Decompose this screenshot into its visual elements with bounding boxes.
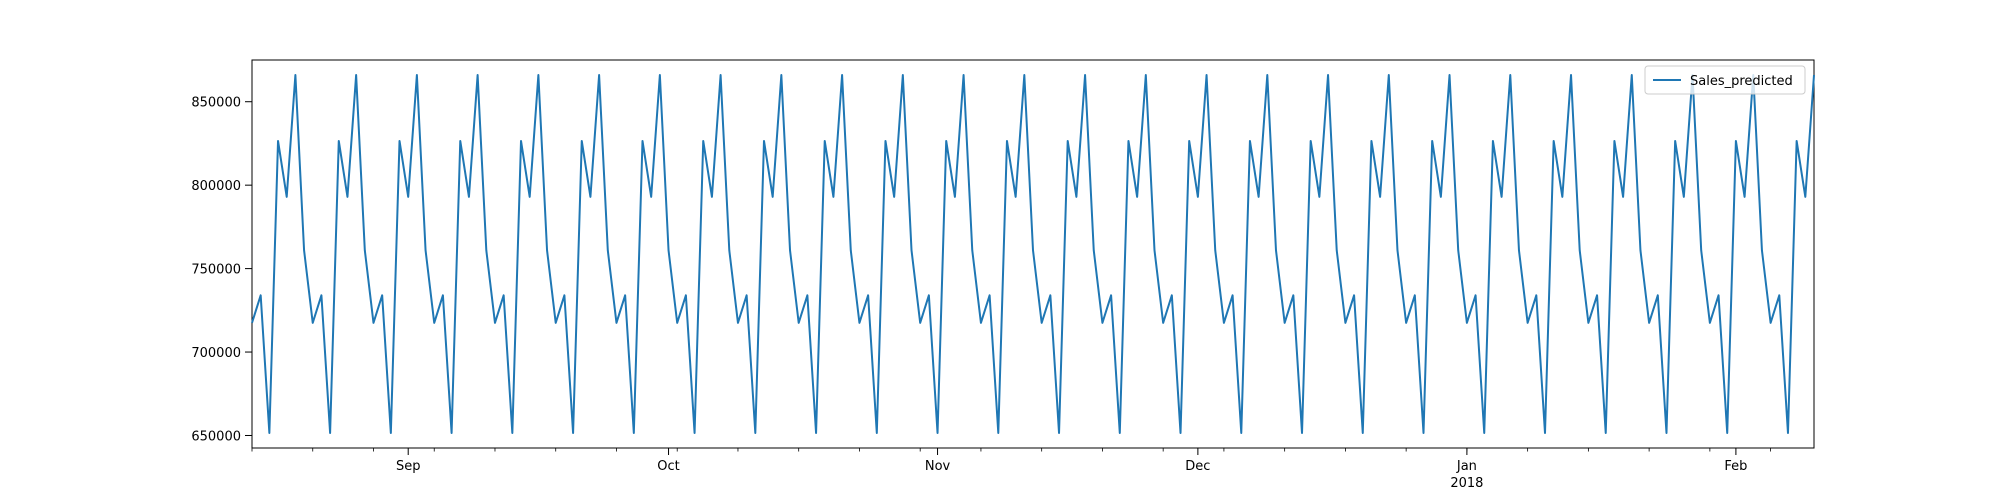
x-tick-label: Nov [925,459,951,474]
y-tick-label: 800000 [191,179,241,194]
plot-frame [251,59,1815,449]
y-tick-label: 850000 [191,96,241,111]
legend-label: Sales_predicted [1690,74,1793,89]
x-tick-label: Dec [1185,459,1210,474]
series-line [251,74,1815,434]
axes: Sep Oct Nov Dec Jan 2018 Feb 650000 700000 750000… [191,59,1815,491]
y-tick-label: 700000 [191,346,241,361]
x-tick-label: Oct [657,459,679,474]
x-tick-label: Sep [396,459,421,474]
series-layer [251,74,1815,434]
x-tick-sublabel: 2018 [1450,476,1483,491]
y-tick-label: 750000 [191,263,241,278]
x-tick-label: Feb [1724,459,1747,474]
legend-frame [1644,65,1806,95]
y-tick-label: 650000 [191,429,241,444]
legend: Sales_predicted [1644,65,1806,95]
x-tick-label: Jan [1456,459,1477,474]
